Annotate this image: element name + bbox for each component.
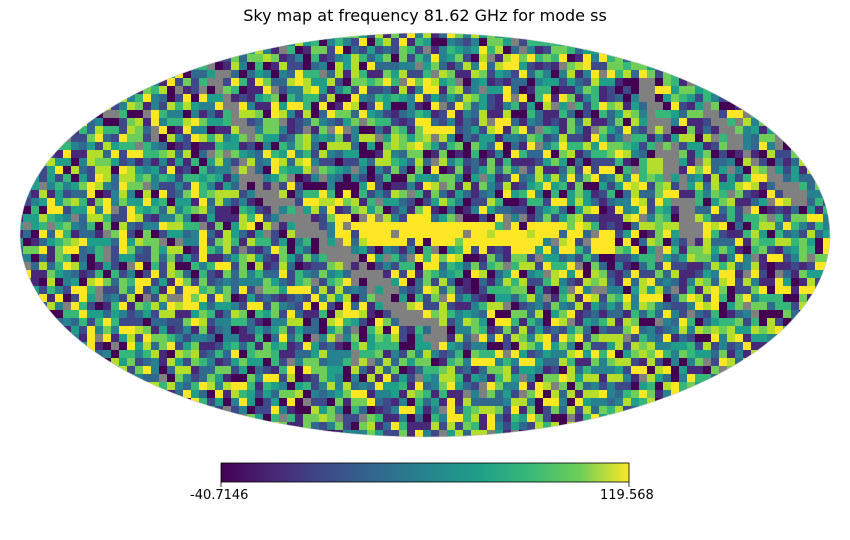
- map-pixels: [20, 33, 830, 437]
- map-outline: [19, 32, 831, 438]
- colorbar-max-label: 119.568: [600, 488, 654, 503]
- chart-title: Sky map at frequency 81.62 GHz for mode …: [243, 6, 607, 25]
- colorbar-min-label: -40.7146: [190, 488, 249, 503]
- colorbar: [220, 462, 630, 483]
